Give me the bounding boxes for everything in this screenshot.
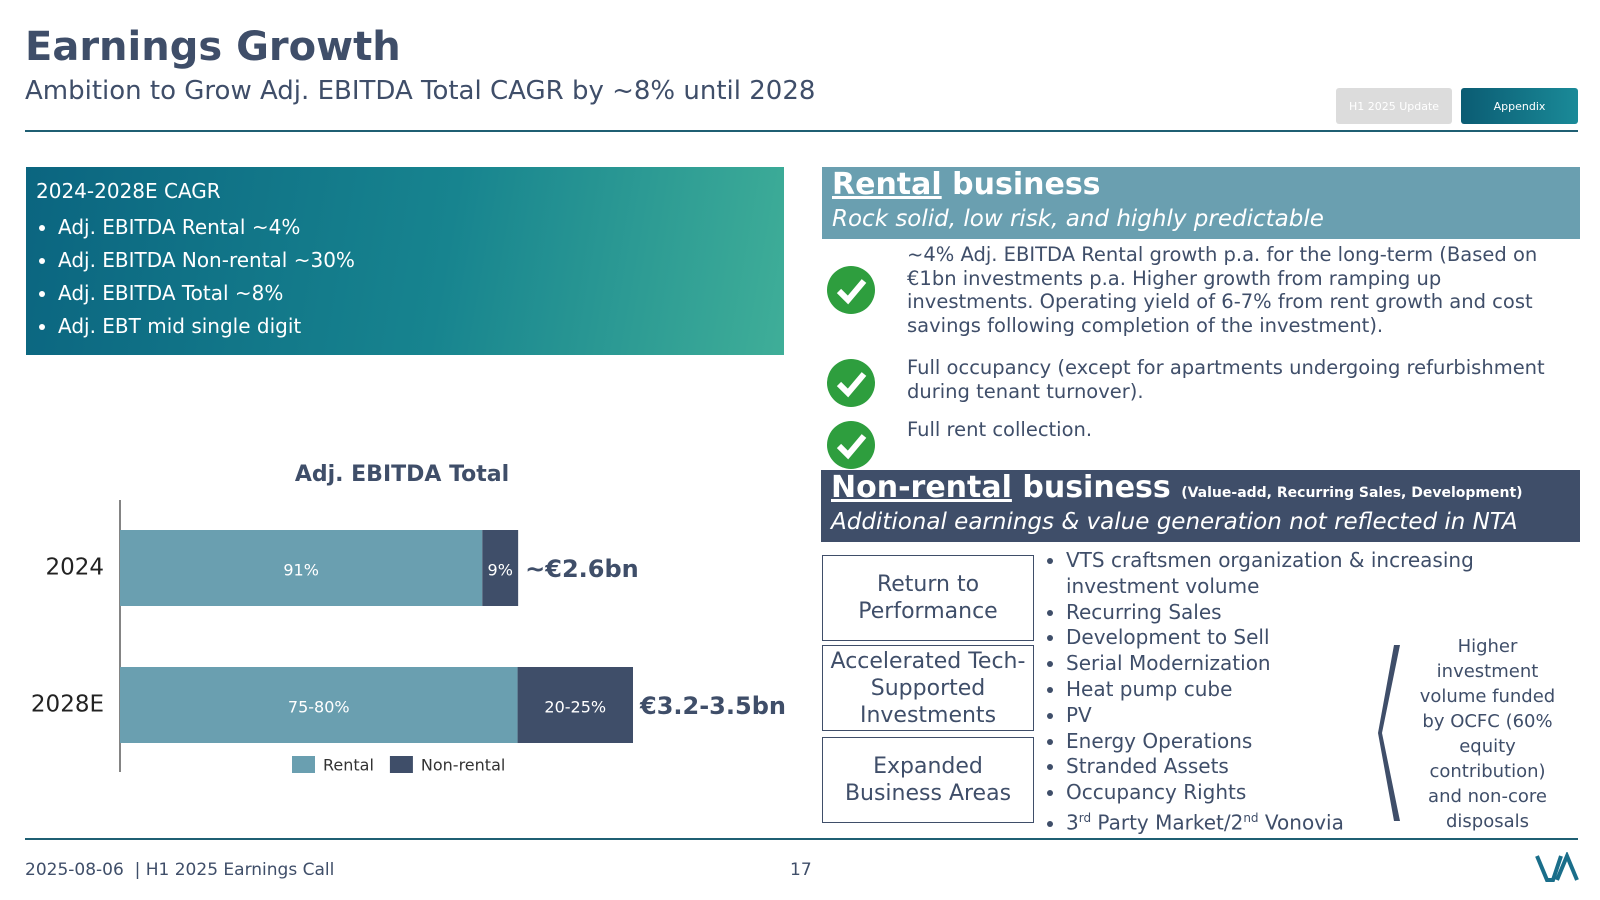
cagr-item: Adj. EBITDA Rental ~4% [58, 211, 774, 244]
rental-point: Full rent collection. [907, 418, 1093, 441]
check-mark [836, 279, 867, 305]
check-mark [836, 434, 867, 460]
heading: Rental [832, 167, 942, 202]
bracket [1378, 645, 1400, 821]
nonrental-subtitle: Additional earnings & value generation n… [831, 509, 1518, 535]
cagr-box: 2024-2028E CAGR Adj. EBITDA Rental ~4%Ad… [26, 167, 784, 355]
footer-text: 2025-08-06 | H1 2025 Earnings Call [25, 860, 334, 880]
box: Expanded Business Areas [822, 737, 1034, 823]
event: | H1 2025 Earnings Call [134, 860, 335, 880]
chart: Adj. EBITDA Total 2024 91% 9% ~€2.6bn 2028E 75… [31, 462, 786, 775]
bar-segment [482, 530, 519, 606]
bar-segment [120, 530, 483, 606]
legend-swatch [292, 756, 315, 773]
header-rule [25, 130, 1578, 132]
value-label: 91% [283, 561, 319, 580]
nonrental-header: Non-rental business (Value-add, Recurrin… [821, 470, 1580, 542]
bar-segment [120, 667, 518, 743]
check-circle [827, 421, 875, 469]
bullet: 3rd Party Market/2nd Vonovia [1066, 806, 1516, 836]
rental-header: Rental business Rock solid, low risk, an… [822, 167, 1580, 239]
category-label: 2024 [45, 555, 104, 581]
cagr-item: Adj. EBITDA Total ~8% [58, 277, 774, 310]
value-label: 9% [488, 561, 513, 580]
bullet: Heat pump cube [1066, 677, 1516, 703]
footer-rule [25, 838, 1578, 840]
tab[interactable]: H1 2025 Update [1336, 88, 1452, 124]
chart-title: Adj. EBITDA Total [295, 462, 509, 487]
rental-point: Full occupancy (except for apartments un… [907, 356, 1545, 403]
bracket-note: Higher investment volume funded by OCFC … [1419, 636, 1556, 832]
total-label: ~€2.6bn [525, 555, 639, 583]
bullet: VTS craftsmen organization & increasing … [1066, 548, 1516, 600]
title: Earnings Growth [25, 24, 401, 70]
subtitle: Ambition to Grow Adj. EBITDA Total CAGR … [25, 76, 816, 106]
tab[interactable]: Appendix [1461, 88, 1578, 124]
date: 2025-08-06 [25, 860, 124, 880]
bar-segment [517, 667, 633, 743]
cagr-heading: 2024-2028E CAGR [36, 179, 221, 203]
check-circle [827, 359, 875, 407]
legend-label: Non-rental [421, 756, 505, 775]
bullet: Recurring Sales [1066, 600, 1516, 626]
note: (Value-add, Recurring Sales, Development… [1181, 485, 1523, 501]
value-label: 75-80% [288, 698, 350, 717]
total-label: €3.2-3.5bn [639, 692, 786, 720]
category-label: 2028E [31, 692, 104, 718]
bullet: PV [1066, 703, 1516, 729]
bullet-part: Party Market/2 [1091, 810, 1244, 835]
box: Accelerated Tech-Supported Investments [822, 645, 1034, 731]
bullet-part: nd [1243, 810, 1259, 825]
legend-swatch [389, 756, 413, 773]
bullet-part: Vonovia [1258, 810, 1344, 835]
check-icon [827, 421, 875, 469]
page-number: 17 [790, 860, 812, 880]
rental-subtitle: Rock solid, low risk, and highly predict… [832, 206, 1324, 232]
rental-point: ~4% Adj. EBITDA Rental growth p.a. for t… [907, 243, 1538, 337]
box: Return to Performance [822, 555, 1034, 641]
cagr-item: Adj. EBT mid single digit [58, 310, 774, 343]
value-label: 20-25% [544, 698, 606, 717]
logo [1535, 852, 1579, 882]
bullet: Energy Operations [1066, 729, 1516, 755]
bullet: Occupancy Rights [1066, 780, 1516, 806]
bullet: Serial Modernization [1066, 651, 1516, 677]
heading: Non-rental [831, 470, 1012, 505]
bullet-part: rd [1078, 810, 1092, 825]
heading: business [1022, 470, 1171, 505]
check-icon [827, 359, 875, 407]
cagr-item: Adj. EBITDA Non-rental ~30% [58, 244, 774, 277]
bullet: Development to Sell [1066, 625, 1516, 651]
check-circle [827, 266, 875, 314]
legend-label: Rental [323, 756, 374, 775]
check-icon [827, 266, 875, 314]
check-mark [836, 372, 867, 398]
bullet: Stranded Assets [1066, 754, 1516, 780]
bullet-part: 3 [1066, 810, 1079, 835]
heading: business [952, 167, 1101, 202]
